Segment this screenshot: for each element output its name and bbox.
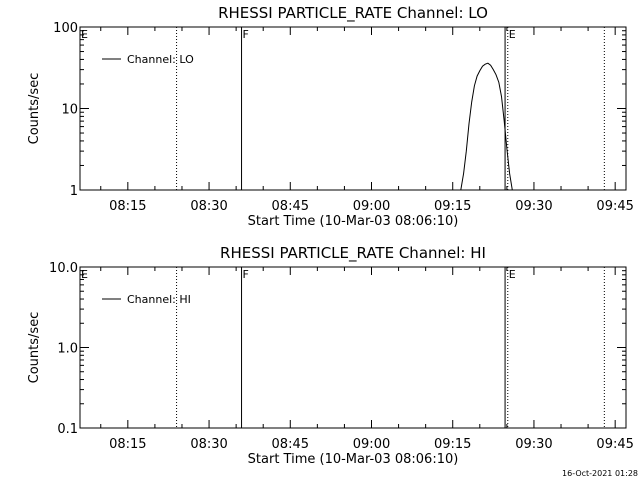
plot-frame (79, 266, 627, 429)
x-tick-label: 09:15 (434, 437, 471, 452)
x-axis-label: Start Time (10-Mar-03 08:06:10) (248, 214, 459, 229)
x-tick-label: 09:30 (515, 199, 552, 214)
x-axis-label: Start Time (10-Mar-03 08:06:10) (248, 452, 459, 467)
event-marker-label: E (81, 28, 88, 41)
event-marker-label: F (243, 268, 249, 281)
x-tick-label: 09:30 (515, 437, 552, 452)
chart-title: RHESSI PARTICLE_RATE Channel: HI (220, 244, 486, 263)
event-marker-label: E (509, 268, 516, 281)
y-axis-label: Counts/sec (27, 73, 42, 145)
x-tick-label: 09:15 (434, 199, 471, 214)
chart-panel-1: RHESSI PARTICLE_RATE Channel: LO 1 10 100 08… (27, 4, 634, 229)
y-tick-label: 1.0 (57, 342, 78, 357)
y-axis-label: Counts/sec (27, 312, 42, 384)
x-tick-label: 09:45 (596, 199, 633, 214)
x-tick-label: 09:00 (353, 199, 390, 214)
x-tick-label: 08:15 (109, 199, 146, 214)
x-tick-label: 08:45 (272, 437, 309, 452)
chart-panel-2: RHESSI PARTICLE_RATE Channel: HI 0.1 1.0 10… (27, 244, 634, 467)
chart-title: RHESSI PARTICLE_RATE Channel: LO (218, 4, 488, 23)
footer-timestamp: 16-Oct-2021 01:28 (562, 469, 638, 478)
y-tick-label: 0.1 (57, 422, 78, 437)
x-tick-label: 08:15 (109, 437, 146, 452)
y-tick-label: 100 (53, 21, 78, 36)
y-tick-label: 10.0 (49, 261, 78, 276)
x-tick-label: 08:30 (190, 199, 227, 214)
x-tick-label: 09:45 (596, 437, 633, 452)
plot-frame (79, 26, 627, 191)
x-tick-label: 08:45 (272, 199, 309, 214)
legend-label: Channel: HI (127, 293, 191, 306)
series-line (460, 62, 513, 190)
event-marker-label: E (509, 28, 516, 41)
y-tick-label: 10 (61, 103, 78, 118)
event-marker-label: E (81, 268, 88, 281)
x-tick-label: 09:00 (353, 437, 390, 452)
x-tick-label: 08:30 (190, 437, 227, 452)
y-tick-label: 1 (70, 184, 78, 199)
event-marker-label: F (243, 28, 249, 41)
legend-label: Channel: LO (127, 53, 194, 66)
